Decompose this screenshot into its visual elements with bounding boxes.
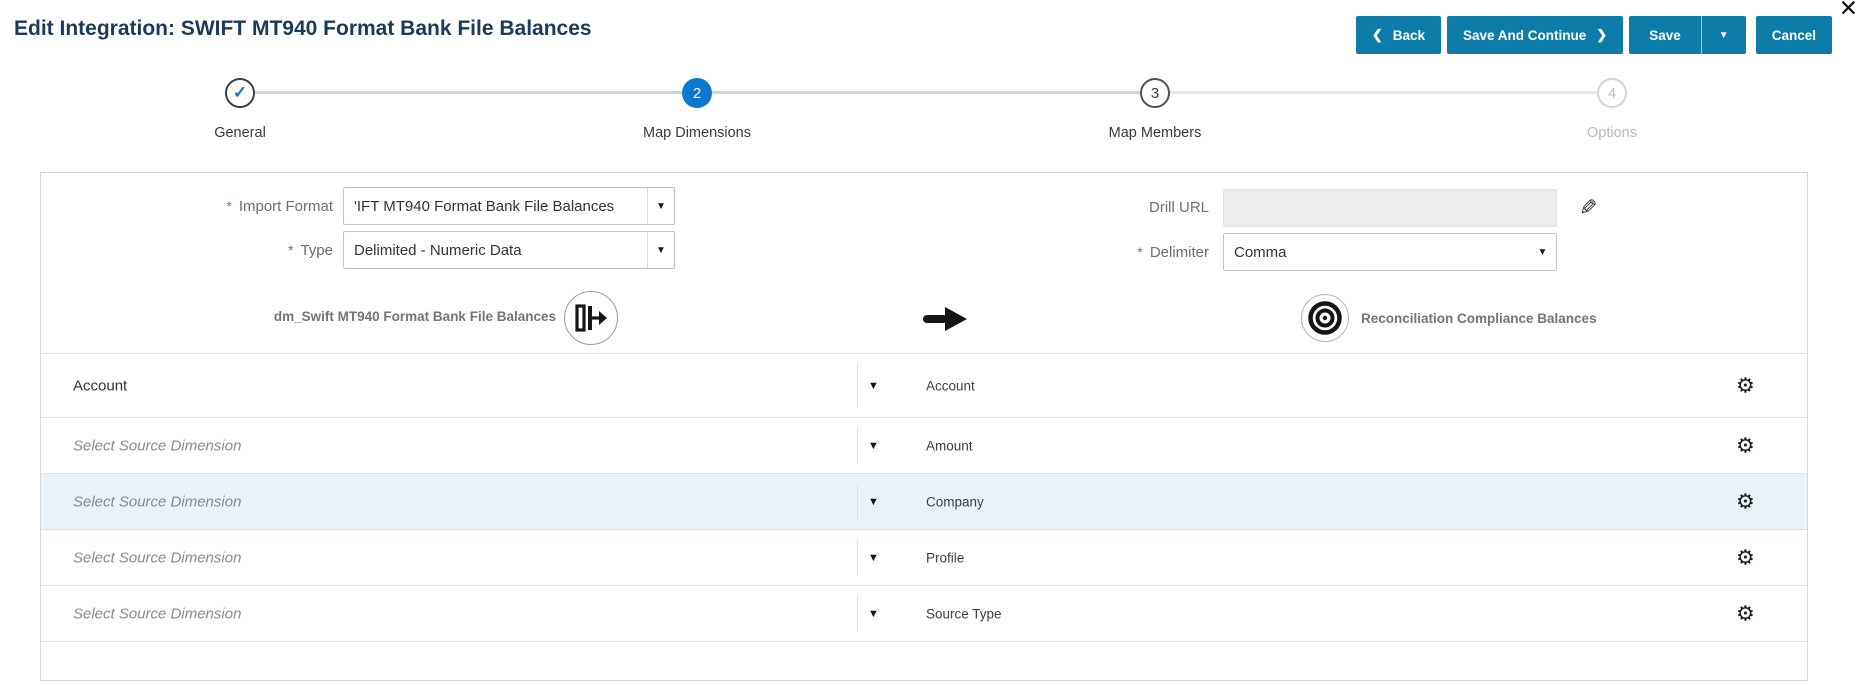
required-asterisk: * [226,198,232,214]
action-toolbar: ❮ Back Save And Continue ❯ Save ▼ Cancel [1355,16,1832,54]
delimiter-select[interactable]: Comma ▼ [1223,233,1557,271]
import-format-label: * Import Format [226,198,333,215]
type-label: * Type [288,242,333,259]
step-options: 4 Options [1502,78,1722,141]
target-dimension-label: Company [926,494,984,509]
source-dimension-placeholder[interactable]: Select Source Dimension [73,437,242,454]
type-select[interactable]: Delimited - Numeric Data ▼ [343,231,675,269]
step-general-label: General [214,125,266,141]
mapping-row-account[interactable]: Account ▼ Account ⚙ [41,354,1807,418]
dropdown-arrow-icon[interactable]: ▼ [647,188,674,224]
required-asterisk: * [1137,244,1143,260]
delimiter-label: * Delimiter [1137,244,1209,261]
mapping-row-profile[interactable]: Select Source Dimension ▼ Profile ⚙ [41,530,1807,586]
step-complete-check-icon: ✓ [225,78,255,108]
close-icon[interactable]: ✕ [1838,0,1858,21]
save-button[interactable]: Save [1629,16,1701,54]
save-menu-button[interactable]: ▼ [1700,16,1746,54]
divider [41,353,1807,354]
back-button[interactable]: ❮ Back [1355,16,1442,54]
gear-icon[interactable]: ⚙ [1736,546,1755,569]
dropdown-arrow-icon[interactable]: ▼ [1537,246,1548,258]
target-dimension-label: Source Type [926,606,1002,621]
step-options-label: Options [1587,125,1637,141]
step-map-dimensions-label: Map Dimensions [643,125,751,141]
mapping-row-amount[interactable]: Select Source Dimension ▼ Amount ⚙ [41,418,1807,474]
chevron-right-icon: ❯ [1596,27,1608,42]
source-dimension-placeholder[interactable]: Select Source Dimension [73,605,242,622]
map-dimensions-panel: * Import Format 'IFT MT940 Format Bank Fi… [40,172,1808,681]
source-dimension-placeholder[interactable]: Select Source Dimension [73,549,242,566]
dropdown-arrow-icon[interactable]: ▼ [868,379,879,392]
chevron-down-icon: ▼ [1718,29,1729,41]
step-general[interactable]: ✓ General [130,78,350,141]
step-map-members-label: Map Members [1108,125,1202,141]
source-system-label: dm_Swift MT940 Format Bank File Balances [273,309,556,324]
save-button-label: Save [1649,27,1681,43]
divider [857,595,858,632]
source-file-icon [564,291,618,345]
gear-icon[interactable]: ⚙ [1736,374,1755,397]
save-and-continue-button[interactable]: Save And Continue ❯ [1447,16,1624,54]
divider [857,483,858,520]
step-connector-line-disabled [1155,91,1612,94]
import-format-value: 'IFT MT940 Format Bank File Balances [354,197,615,215]
source-dimension-value[interactable]: Account [73,377,128,394]
dropdown-arrow-icon[interactable]: ▼ [868,607,879,620]
page-title: Edit Integration: SWIFT MT940 Format Ban… [14,17,592,40]
target-application-icon [1301,294,1349,342]
delimiter-value: Comma [1234,243,1287,261]
source-dimension-placeholder[interactable]: Select Source Dimension [73,493,242,510]
dropdown-arrow-icon[interactable]: ▼ [868,551,879,564]
step-map-dimensions[interactable]: 2 Map Dimensions [587,78,807,141]
divider [857,539,858,576]
step-number-2: 2 [682,78,712,108]
gear-icon[interactable]: ⚙ [1736,602,1755,625]
drill-url-input [1223,189,1557,227]
cancel-button-label: Cancel [1771,27,1816,43]
edit-pencil-icon[interactable]: ✎ [1579,195,1598,220]
step-number-3: 3 [1140,78,1170,108]
target-dimension-label: Profile [926,550,965,565]
dropdown-arrow-icon[interactable]: ▼ [868,495,879,508]
target-dimension-label: Amount [926,438,973,453]
mapping-row-source-type[interactable]: Select Source Dimension ▼ Source Type ⚙ [41,586,1807,642]
save-and-continue-label: Save And Continue [1463,27,1587,43]
gear-icon[interactable]: ⚙ [1736,490,1755,513]
cancel-button[interactable]: Cancel [1755,16,1832,54]
maps-to-arrow-icon [921,306,969,337]
dropdown-arrow-icon[interactable]: ▼ [868,439,879,452]
step-map-members[interactable]: 3 Map Members [1045,78,1265,141]
gear-icon[interactable]: ⚙ [1736,434,1755,457]
chevron-left-icon: ❮ [1371,27,1383,42]
mapping-row-company[interactable]: Select Source Dimension ▼ Company ⚙ [41,474,1807,530]
step-number-4: 4 [1597,78,1627,108]
back-button-label: Back [1392,27,1426,43]
drill-url-label: Drill URL [1149,199,1209,216]
import-format-select[interactable]: 'IFT MT940 Format Bank File Balances ▼ [343,187,675,225]
type-value: Delimited - Numeric Data [354,241,522,259]
target-dimension-label: Account [926,378,975,393]
divider [857,363,858,408]
dimension-mapping-table: Account ▼ Account ⚙ Select Source Dimens… [41,354,1807,642]
divider [857,427,858,464]
dropdown-arrow-icon[interactable]: ▼ [647,232,674,268]
required-asterisk: * [288,242,294,258]
target-application-label: Reconciliation Compliance Balances [1361,311,1597,326]
